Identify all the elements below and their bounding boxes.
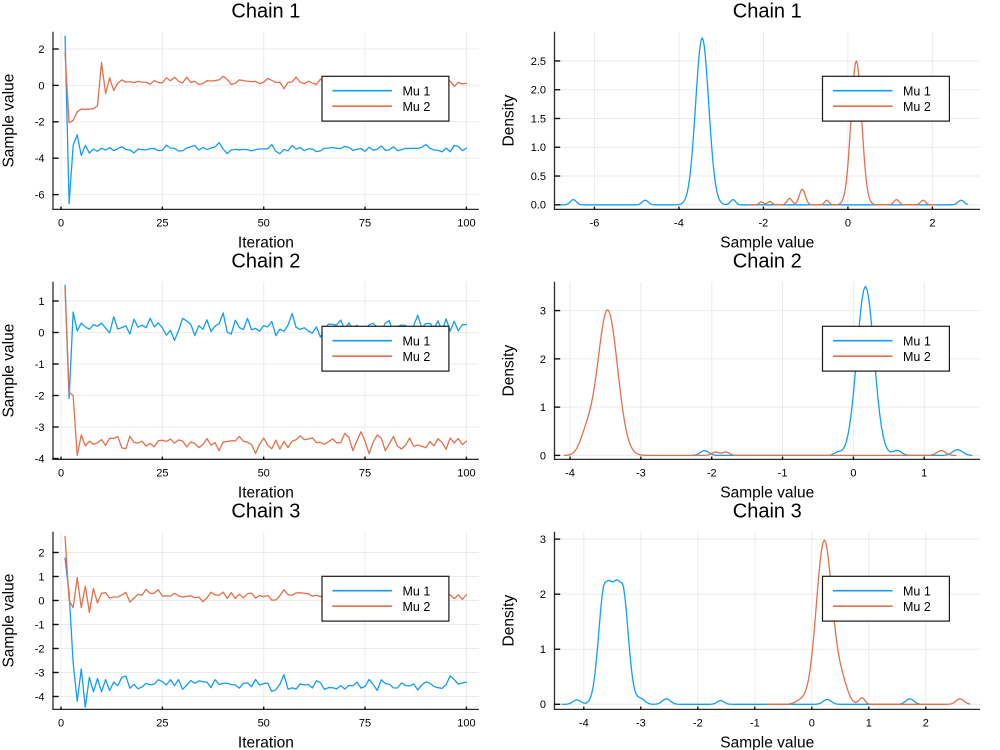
svg-text:Mu 2: Mu 2: [903, 350, 931, 364]
svg-text:1: 1: [38, 296, 44, 308]
svg-text:1: 1: [540, 402, 546, 414]
svg-text:Chain 2: Chain 2: [231, 251, 300, 273]
svg-text:-4: -4: [674, 218, 684, 230]
svg-text:-1: -1: [35, 359, 45, 371]
svg-text:-2: -2: [35, 643, 45, 655]
svg-text:50: 50: [258, 218, 270, 230]
svg-text:2: 2: [540, 354, 546, 366]
svg-text:-6: -6: [590, 218, 600, 230]
svg-text:2: 2: [540, 589, 546, 601]
svg-text:Iteration: Iteration: [238, 235, 294, 252]
svg-text:0.5: 0.5: [531, 171, 546, 183]
svg-text:100: 100: [457, 468, 475, 480]
svg-text:Mu 1: Mu 1: [403, 334, 431, 348]
svg-text:-4: -4: [579, 718, 589, 730]
svg-text:0: 0: [845, 218, 851, 230]
svg-text:-2: -2: [759, 218, 769, 230]
svg-text:Chain 1: Chain 1: [733, 1, 802, 23]
svg-text:Sample value: Sample value: [1, 324, 18, 418]
svg-text:-4: -4: [35, 453, 45, 465]
svg-text:-3: -3: [35, 422, 45, 434]
svg-text:-4: -4: [35, 691, 45, 703]
svg-text:50: 50: [258, 468, 270, 480]
svg-text:Iteration: Iteration: [238, 735, 294, 750]
svg-text:3: 3: [540, 305, 546, 317]
svg-text:Sample value: Sample value: [720, 485, 814, 502]
svg-text:-2: -2: [35, 117, 45, 129]
svg-text:2: 2: [923, 718, 929, 730]
svg-text:2: 2: [38, 547, 44, 559]
svg-text:75: 75: [359, 718, 371, 730]
svg-text:-1: -1: [750, 718, 760, 730]
svg-text:Density: Density: [501, 595, 518, 647]
svg-text:1.5: 1.5: [531, 113, 546, 125]
svg-text:100: 100: [457, 218, 475, 230]
svg-text:-2: -2: [35, 390, 45, 402]
svg-text:Mu 1: Mu 1: [903, 334, 931, 348]
svg-text:25: 25: [156, 718, 168, 730]
svg-text:75: 75: [359, 218, 371, 230]
svg-text:-4: -4: [565, 468, 575, 480]
svg-text:Sample value: Sample value: [720, 235, 814, 252]
svg-text:Mu 2: Mu 2: [403, 100, 431, 114]
svg-text:Mu 1: Mu 1: [403, 84, 431, 98]
svg-text:75: 75: [359, 468, 371, 480]
svg-text:0: 0: [58, 218, 64, 230]
svg-text:-2: -2: [693, 718, 703, 730]
svg-text:Mu 2: Mu 2: [903, 100, 931, 114]
svg-text:-3: -3: [636, 718, 646, 730]
svg-text:2.0: 2.0: [531, 85, 546, 97]
svg-text:0: 0: [58, 468, 64, 480]
svg-text:Iteration: Iteration: [238, 485, 294, 502]
svg-text:-3: -3: [35, 667, 45, 679]
svg-text:50: 50: [258, 718, 270, 730]
svg-text:1: 1: [540, 644, 546, 656]
svg-text:0.0: 0.0: [531, 200, 546, 212]
svg-text:Mu 1: Mu 1: [403, 584, 431, 598]
svg-text:Density: Density: [501, 95, 518, 147]
svg-text:0: 0: [540, 699, 546, 711]
svg-text:-4: -4: [35, 153, 45, 165]
svg-text:Chain 3: Chain 3: [733, 501, 802, 523]
svg-text:Sample value: Sample value: [1, 574, 18, 668]
svg-text:25: 25: [156, 218, 168, 230]
svg-text:3: 3: [540, 534, 546, 546]
svg-text:0: 0: [38, 80, 44, 92]
svg-text:0: 0: [38, 595, 44, 607]
svg-text:0: 0: [809, 718, 815, 730]
svg-text:0: 0: [38, 327, 44, 339]
svg-text:1: 1: [866, 718, 872, 730]
svg-text:0: 0: [540, 450, 546, 462]
svg-text:1: 1: [921, 468, 927, 480]
svg-text:2: 2: [929, 218, 935, 230]
svg-text:-2: -2: [707, 468, 717, 480]
svg-text:Chain 2: Chain 2: [733, 251, 802, 273]
svg-text:Chain 1: Chain 1: [231, 1, 300, 23]
svg-text:Mu 1: Mu 1: [903, 584, 931, 598]
svg-text:Density: Density: [501, 345, 518, 397]
svg-text:1.0: 1.0: [531, 142, 546, 154]
svg-text:Mu 1: Mu 1: [903, 84, 931, 98]
svg-text:Mu 2: Mu 2: [903, 600, 931, 614]
svg-text:25: 25: [156, 468, 168, 480]
svg-text:-1: -1: [778, 468, 788, 480]
svg-text:Sample value: Sample value: [720, 735, 814, 750]
svg-text:2: 2: [38, 44, 44, 56]
svg-text:100: 100: [457, 718, 475, 730]
svg-text:2.5: 2.5: [531, 56, 546, 68]
svg-text:Chain 3: Chain 3: [231, 501, 300, 523]
svg-text:0: 0: [58, 718, 64, 730]
svg-text:Sample value: Sample value: [1, 74, 18, 168]
svg-text:-3: -3: [636, 468, 646, 480]
svg-text:Mu 2: Mu 2: [403, 350, 431, 364]
svg-text:0: 0: [850, 468, 856, 480]
svg-text:1: 1: [38, 571, 44, 583]
svg-text:Mu 2: Mu 2: [403, 600, 431, 614]
svg-text:-6: -6: [35, 190, 45, 202]
svg-text:-1: -1: [35, 619, 45, 631]
